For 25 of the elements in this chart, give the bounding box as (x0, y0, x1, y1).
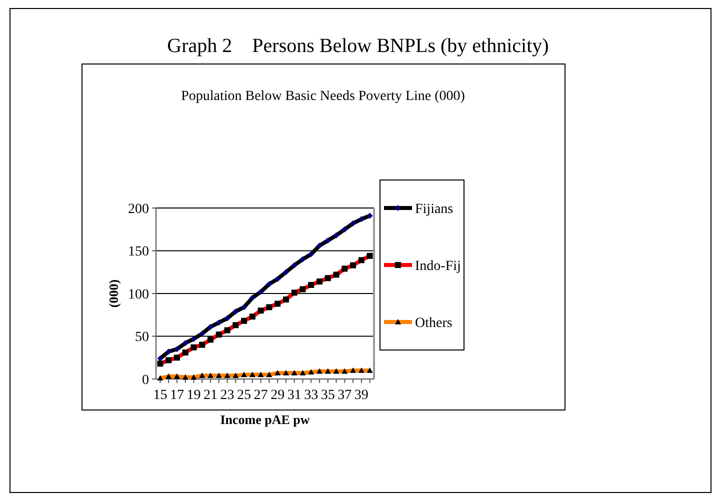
x-tick-label: 17 (170, 388, 184, 403)
y-tick-label: 50 (135, 330, 149, 346)
y-tick-label: 150 (128, 244, 149, 260)
legend-label: Fijians (415, 202, 454, 217)
x-tick-label: 33 (304, 388, 318, 403)
y-tick-label: 200 (128, 202, 149, 217)
x-tick-label: 31 (287, 388, 302, 403)
chart-subtitle: Population Below Basic Needs Poverty Line (000) (181, 89, 466, 104)
x-tick-label: 35 (320, 388, 335, 403)
x-tick-label: 29 (270, 388, 285, 403)
x-tick-label: 37 (338, 388, 352, 403)
x-tick-label: 25 (237, 388, 252, 403)
x-tick-label: 15 (153, 388, 168, 403)
legend-label: Indo-Fij (415, 258, 461, 274)
chart-title: Graph 2 Persons Below BNPLs (by ethnicity) (167, 35, 549, 57)
x-tick-label: 39 (354, 388, 368, 403)
legend-label: Others (415, 316, 452, 331)
x-tick-label: 19 (186, 388, 201, 403)
y-tick-label: 0 (142, 372, 149, 388)
y-axis-title: (000) (106, 279, 121, 308)
y-tick-label: 100 (128, 287, 149, 302)
x-tick-label: 21 (204, 388, 218, 403)
x-tick-label: 23 (220, 388, 234, 403)
x-axis-title: Income pAE pw (220, 412, 310, 427)
x-tick-label: 27 (254, 388, 268, 403)
